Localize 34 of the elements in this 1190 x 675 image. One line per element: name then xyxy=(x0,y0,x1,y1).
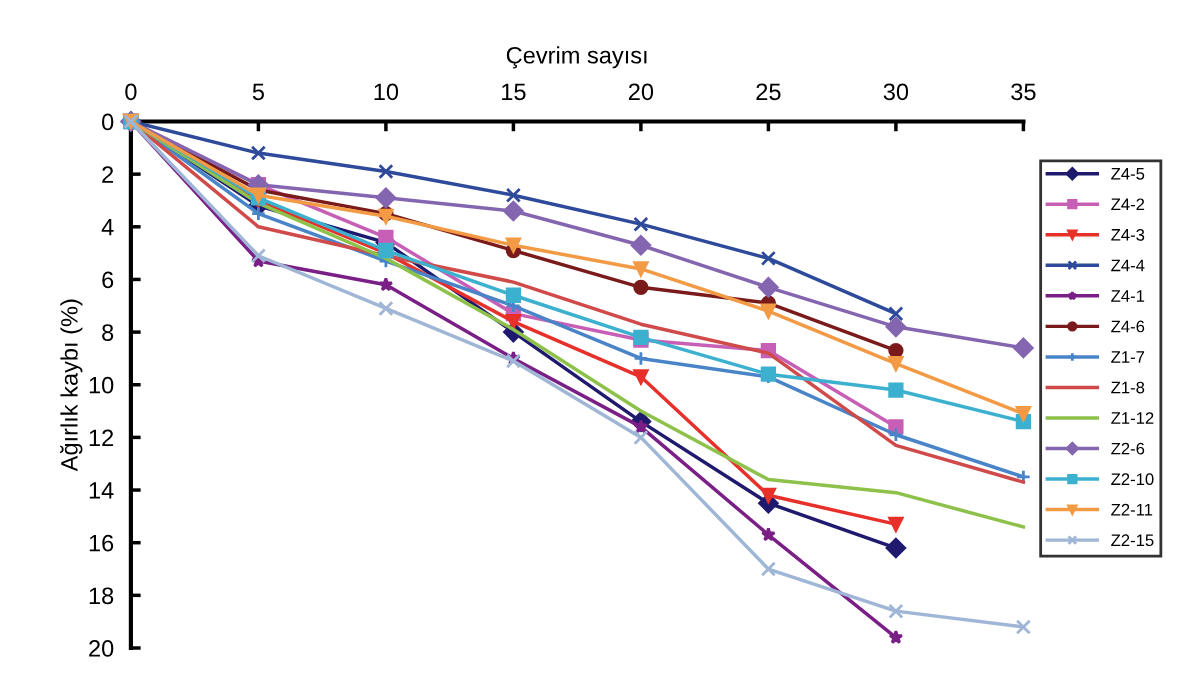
legend-label: Z2-15 xyxy=(1111,534,1154,547)
x-tick-label: 30 xyxy=(883,83,909,101)
legend-label: Z4-4 xyxy=(1111,259,1145,272)
y-tick-label: 2 xyxy=(102,166,114,183)
y-tick-label: 4 xyxy=(101,219,114,236)
y-tick-label: 14 xyxy=(89,482,114,499)
y-tick-label: 0 xyxy=(102,113,114,131)
legend-label: Z4-1 xyxy=(1111,290,1145,302)
y-tick-label: 12 xyxy=(89,429,114,446)
y-tick-label: 10 xyxy=(89,376,114,394)
x-tick-label: 5 xyxy=(252,83,264,101)
x-tick-label: 25 xyxy=(756,83,781,101)
x-tick-label: 15 xyxy=(502,83,526,101)
legend-label: Z1-12 xyxy=(1111,412,1154,424)
y-tick-label: 8 xyxy=(102,324,114,341)
y-axis-title: Ağırlık kaybı (%) xyxy=(60,299,83,472)
x-tick-label: 35 xyxy=(1011,83,1036,101)
legend-label: Z1-7 xyxy=(1111,351,1145,363)
legend-label: Z4-6 xyxy=(1111,320,1145,333)
legend-label: Z2-10 xyxy=(1111,473,1154,486)
x-axis-title: Çevrim sayısı xyxy=(506,46,647,69)
y-tick-label: 16 xyxy=(89,534,114,552)
legend-label: Z2-6 xyxy=(1111,442,1145,455)
x-tick-label: 0 xyxy=(125,83,137,101)
x-tick-label: 10 xyxy=(374,83,399,101)
y-tick-label: 20 xyxy=(89,640,114,657)
legend-label: Z4-5 xyxy=(1111,168,1145,180)
y-tick-label: 6 xyxy=(102,271,114,289)
legend-label: Z4-2 xyxy=(1111,198,1145,211)
legend-label: Z4-3 xyxy=(1111,228,1145,241)
y-tick-label: 18 xyxy=(89,587,114,605)
x-tick-label: 20 xyxy=(628,83,654,101)
legend-label: Z1-8 xyxy=(1111,381,1145,394)
legend-label: Z2-11 xyxy=(1111,503,1153,516)
